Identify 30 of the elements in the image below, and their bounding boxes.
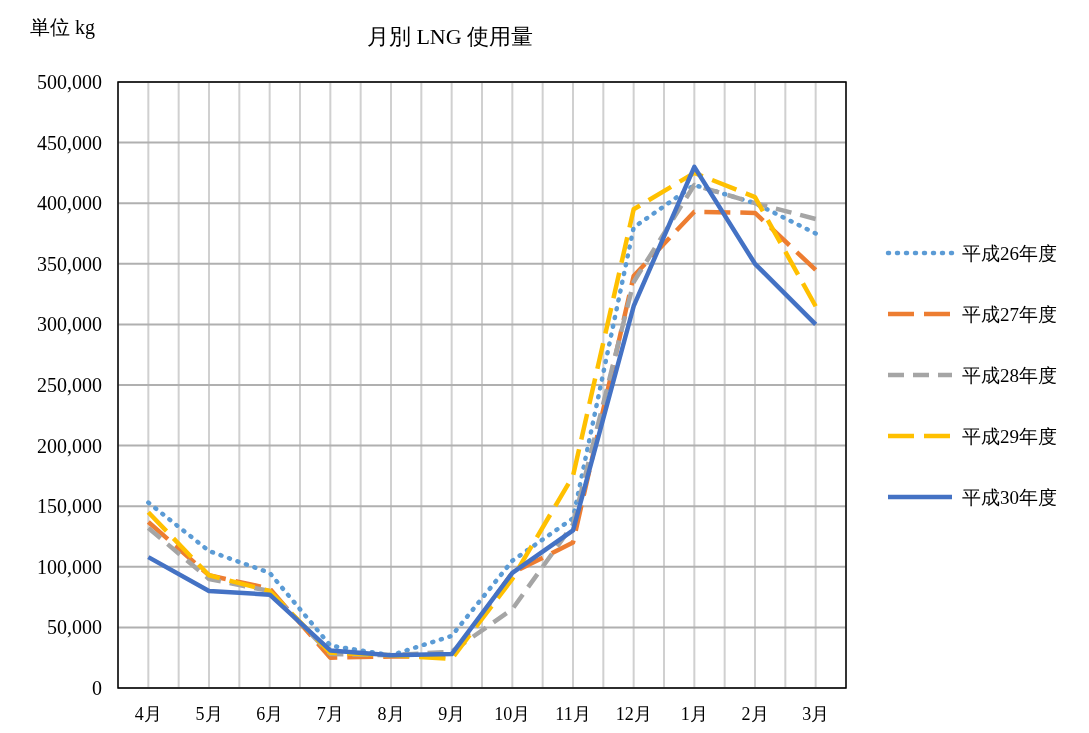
chart-title: 月別 LNG 使用量	[366, 24, 534, 49]
y-tick-label: 150,000	[37, 495, 102, 518]
y-tick-label: 0	[92, 677, 102, 699]
y-tick-label: 500,000	[37, 71, 102, 93]
legend-label: 平成28年度	[962, 364, 1057, 386]
x-tick-label: 7月	[316, 704, 344, 724]
x-tick-label: 8月	[377, 704, 405, 724]
x-tick-label: 11月	[555, 704, 591, 724]
legend-label: 平成26年度	[962, 242, 1057, 264]
legend-label: 平成30年度	[962, 486, 1057, 508]
y-tick-label: 250,000	[37, 374, 102, 396]
x-tick-label: 3月	[802, 704, 830, 724]
y-tick-label: 350,000	[37, 252, 102, 275]
x-tick-label: 5月	[195, 704, 223, 724]
y-tick-label: 50,000	[47, 616, 102, 639]
x-tick-label: 9月	[438, 704, 466, 724]
legend-label: 平成27年度	[962, 303, 1057, 325]
x-tick-label: 2月	[741, 704, 769, 724]
x-tick-label: 6月	[256, 704, 284, 724]
x-tick-label: 4月	[134, 704, 162, 724]
legend-label: 平成29年度	[962, 425, 1057, 447]
y-tick-label: 450,000	[37, 131, 102, 154]
y-tick-label: 100,000	[37, 555, 102, 578]
y-tick-label: 300,000	[37, 313, 102, 336]
x-tick-label: 12月	[615, 704, 652, 724]
y-tick-label: 200,000	[37, 434, 102, 457]
x-tick-label: 10月	[494, 704, 531, 724]
x-tick-label: 1月	[680, 704, 708, 724]
y-axis-title: 単位 kg	[30, 16, 95, 39]
y-tick-label: 400,000	[37, 192, 102, 215]
